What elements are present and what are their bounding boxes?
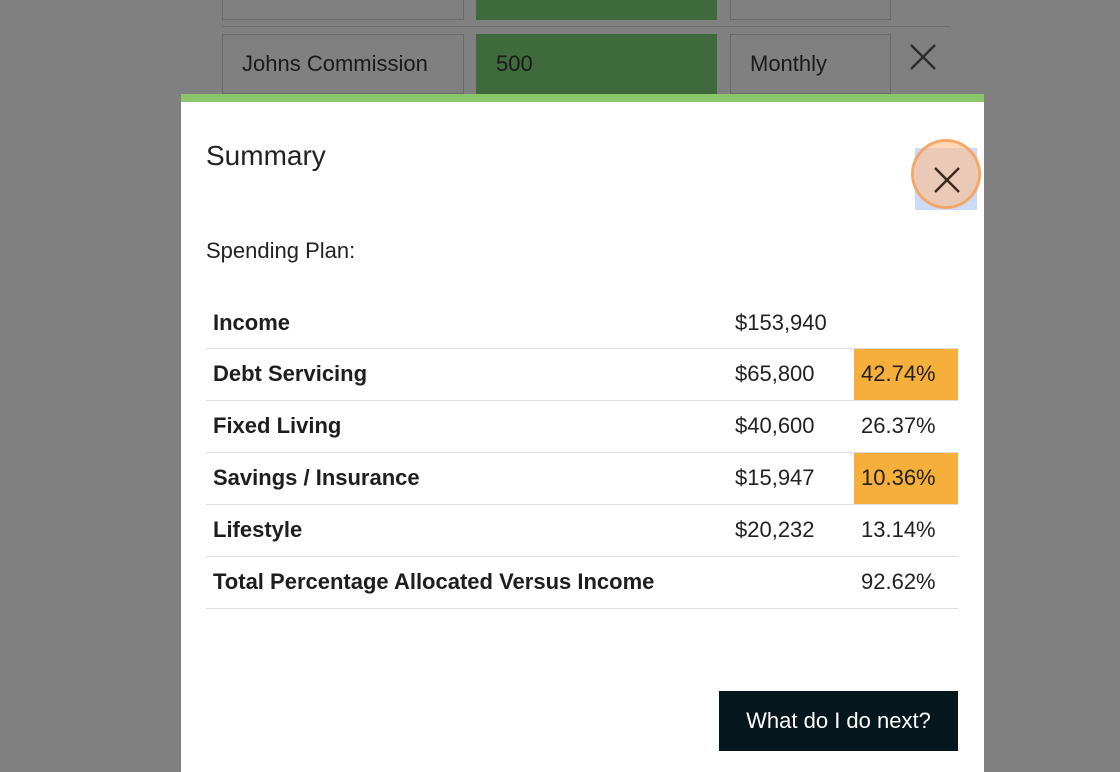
summary-modal: Summary Spending Plan: Income $153,940 D… [181,94,984,772]
table-row: Income $153,940 [206,298,958,348]
row-percent-highlighted: 10.36% [854,452,958,504]
row-label: Debt Servicing [213,361,368,386]
spending-plan-table: Income $153,940 Debt Servicing $65,800 4… [206,298,958,609]
row-amount [728,556,854,608]
row-amount: $65,800 [735,361,815,386]
row-percent: 92.62% [861,569,936,594]
table-row: Debt Servicing $65,800 42.74% [206,348,958,400]
spending-plan-label: Spending Plan: [206,238,356,263]
row-percent: 26.37% [861,413,936,438]
close-icon [934,167,960,193]
modal-title: Summary [206,140,326,171]
income-name-field[interactable]: Johns Commission [222,34,464,94]
remove-row-button[interactable] [908,42,938,72]
row-label: Income [213,309,291,335]
income-row: Johns Commission 500 Monthly [222,34,950,94]
row-percent [854,298,958,348]
row-label: Total Percentage Allocated Versus Income [213,569,655,594]
row-amount: $15,947 [735,465,815,490]
table-row: Savings / Insurance $15,947 10.36% [206,452,958,504]
table-row: Lifestyle $20,232 13.14% [206,504,958,556]
close-icon [910,44,936,70]
income-frequency-select[interactable]: Monthly [730,34,891,94]
income-amount-field[interactable] [476,0,717,20]
table-row: Fixed Living $40,600 26.37% [206,400,958,452]
row-percent-highlighted: 42.74% [854,348,958,400]
row-label: Savings / Insurance [213,465,420,490]
row-label: Fixed Living [213,413,342,438]
close-button[interactable] [911,130,981,210]
table-row-total: Total Percentage Allocated Versus Income… [206,556,958,608]
income-row [222,0,950,27]
click-indicator [911,139,981,209]
row-label: Lifestyle [213,517,303,542]
row-amount: $40,600 [735,413,815,438]
row-percent: 13.14% [861,517,936,542]
income-name-field[interactable] [222,0,464,20]
row-amount: $153,940 [735,309,827,335]
income-amount-field[interactable]: 500 [476,34,717,94]
what-next-button[interactable]: What do I do next? [719,691,958,751]
income-frequency-select[interactable] [730,0,891,20]
row-amount: $20,232 [735,517,815,542]
